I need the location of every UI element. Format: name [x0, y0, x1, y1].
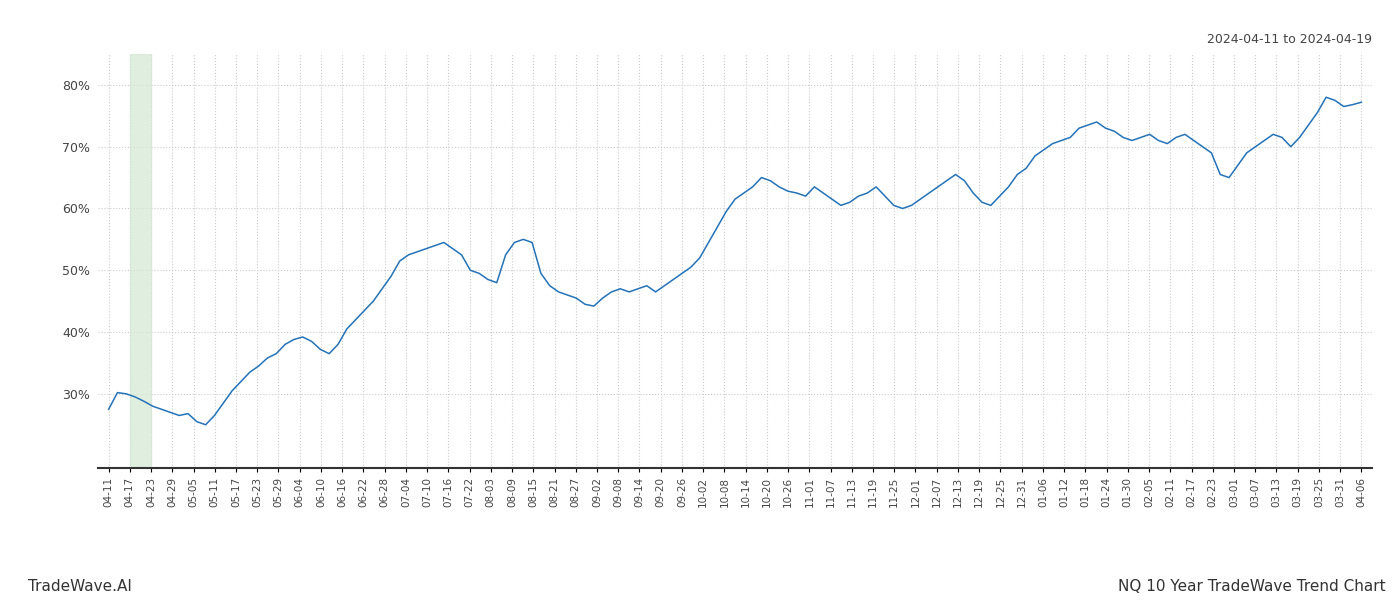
Text: TradeWave.AI: TradeWave.AI [28, 579, 132, 594]
Bar [130, 54, 151, 468]
Text: NQ 10 Year TradeWave Trend Chart: NQ 10 Year TradeWave Trend Chart [1119, 579, 1386, 594]
Text: 2024-04-11 to 2024-04-19: 2024-04-11 to 2024-04-19 [1207, 33, 1372, 46]
